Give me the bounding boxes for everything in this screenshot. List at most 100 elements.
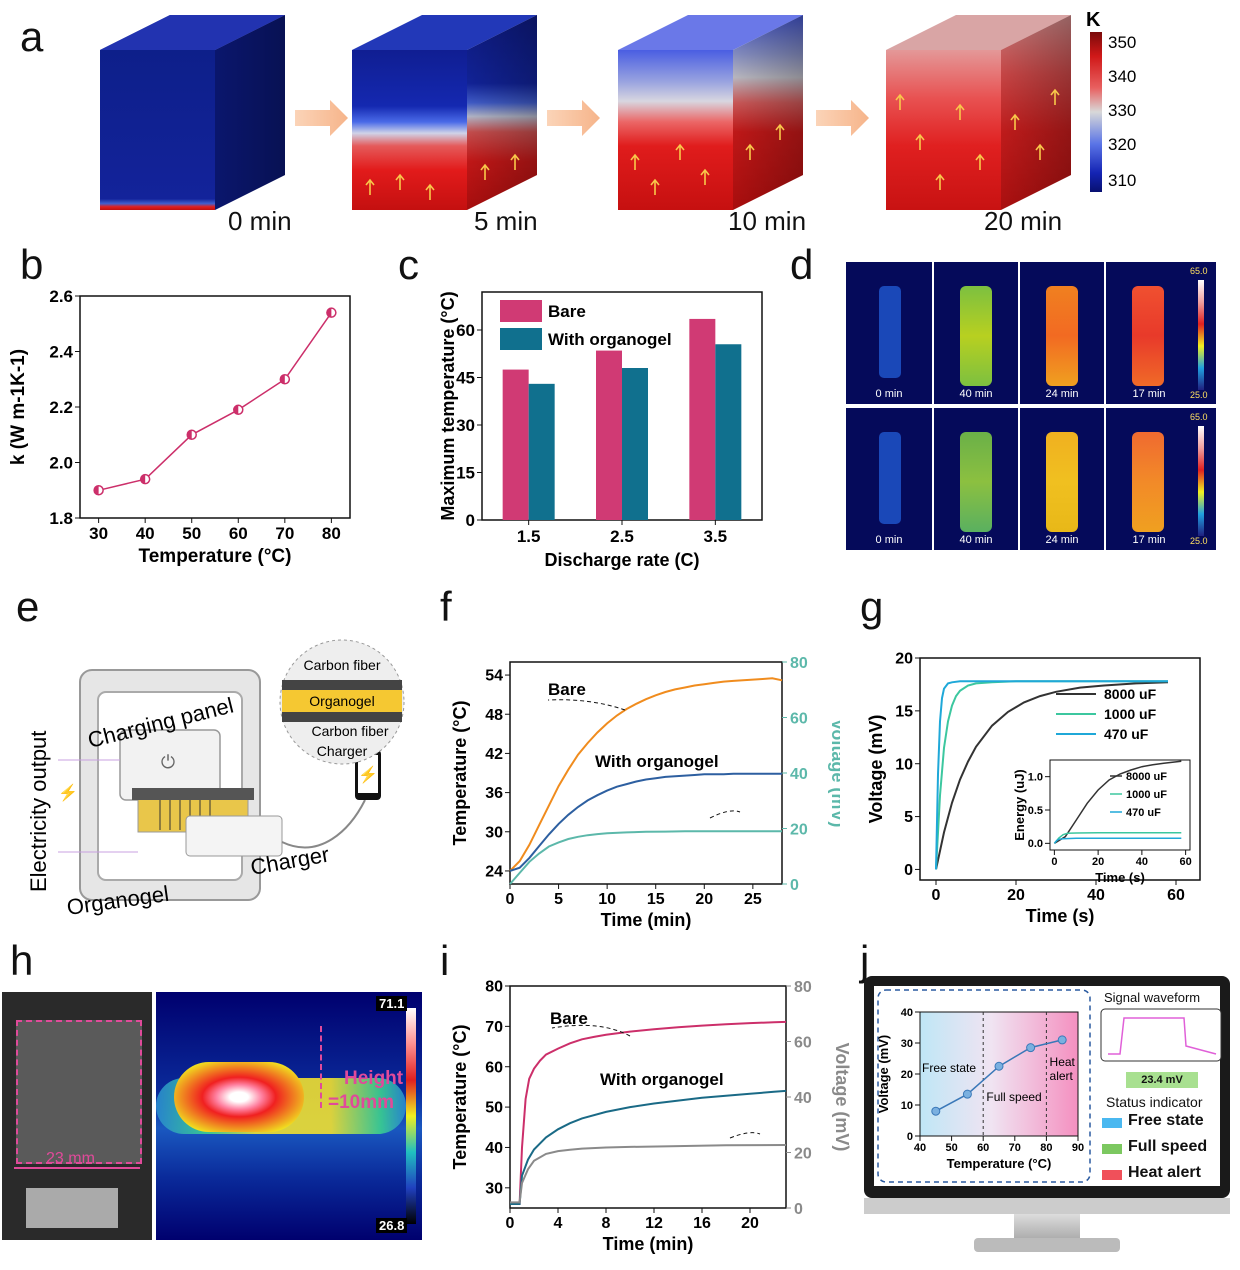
cube-0-min bbox=[100, 15, 285, 210]
bar bbox=[689, 318, 716, 520]
y2-tick-label: 20 bbox=[794, 1146, 812, 1163]
series-line bbox=[935, 681, 1169, 870]
layer-mid-label: Organogel bbox=[309, 693, 374, 709]
y-tick-label: 2.6 bbox=[49, 287, 73, 306]
x-axis-label: Temperature (°C) bbox=[139, 546, 292, 567]
x-tick-label: 50 bbox=[945, 1142, 957, 1154]
panel-b-chart: 30 40 50 60 70 80 1.8 2.0 2.2 2.4 2.6 Temperature (… bbox=[8, 287, 351, 567]
x-axis-label: Time (min) bbox=[603, 1234, 694, 1254]
x-tick-label: 60 bbox=[229, 524, 248, 543]
data-point bbox=[1026, 1043, 1036, 1053]
x-tick-label: 4 bbox=[554, 1215, 563, 1232]
bar bbox=[715, 344, 742, 520]
data-point-fill bbox=[94, 485, 99, 495]
panel-label-d: d bbox=[790, 241, 814, 288]
y2-tick-label: 40 bbox=[790, 766, 808, 783]
y2-tick-label: 40 bbox=[794, 1090, 812, 1107]
series-line bbox=[935, 680, 1168, 870]
panel-a-cubes: K 350 340 330 320 310 bbox=[100, 10, 1136, 210]
y-tick-label: 60 bbox=[485, 1059, 503, 1076]
x-tick-label: 70 bbox=[1009, 1142, 1021, 1154]
panel-c-chart: 0 15 30 45 60 1.5 2.5 3.5 Discharge rate (C) Maxi… bbox=[438, 291, 763, 570]
legend-label: With organogel bbox=[548, 330, 672, 349]
thermal-tile: 65.0 25.0 17 min bbox=[1106, 262, 1216, 404]
panel-j-chart: 40 50 60 70 80 90 0 10 20 30 40 Temperature (°C) Vol… bbox=[876, 989, 1091, 1183]
y-tick-label: 2.0 bbox=[49, 453, 73, 472]
x-tick-label: 40 bbox=[136, 524, 155, 543]
y-axis-label: Maximum temperature (°C) bbox=[438, 291, 458, 520]
thermal-tile: 24 min bbox=[1020, 262, 1104, 404]
height-value: =10mm bbox=[328, 1092, 395, 1113]
inset-legend-label: 1000 uF bbox=[1126, 789, 1167, 801]
cube-5-min bbox=[352, 15, 537, 210]
panel-label-j: j bbox=[860, 937, 870, 984]
annotation-organogel: With organogel bbox=[600, 1070, 724, 1089]
x-tick-label: 16 bbox=[693, 1215, 711, 1232]
y-tick-label: 70 bbox=[485, 1019, 503, 1036]
data-point-fill bbox=[140, 474, 146, 484]
panel-label-g: g bbox=[860, 583, 884, 630]
panel-label-f: f bbox=[440, 583, 452, 630]
y-tick-label: 10 bbox=[895, 756, 913, 773]
inset-series-line bbox=[1053, 837, 1182, 844]
y-tick-label: 42 bbox=[485, 746, 503, 763]
series-line bbox=[509, 830, 782, 885]
y-tick-label: 1.8 bbox=[49, 509, 73, 528]
y-tick-label: 1.0 bbox=[1028, 772, 1043, 784]
x-axis-label: Time (s) bbox=[1026, 906, 1095, 926]
scale-min: 26.8 bbox=[376, 1218, 408, 1233]
series-line bbox=[509, 677, 783, 872]
status-heat: Heat alert bbox=[1128, 1164, 1201, 1181]
time-label: 20 min bbox=[984, 206, 1063, 236]
x-tick-label: 0 bbox=[506, 1215, 515, 1232]
y-axis-label: k (W m-1K-1) bbox=[8, 349, 29, 465]
y-axis-label: Voltage (mV) bbox=[876, 1035, 891, 1114]
x-tick-label: 5 bbox=[554, 891, 563, 908]
time-label: 10 min bbox=[728, 206, 807, 236]
status-title: Status indicator bbox=[1106, 1094, 1203, 1110]
annotation-organogel: With organogel bbox=[595, 752, 719, 771]
thermal-tile: 0 min bbox=[846, 262, 932, 404]
x-tick-label: 50 bbox=[182, 524, 201, 543]
svg-text:⚡: ⚡ bbox=[358, 765, 378, 784]
signal-waveform bbox=[1100, 1008, 1222, 1062]
y-tick-label: 10 bbox=[901, 1100, 913, 1112]
x-tick-label: 10 bbox=[598, 891, 616, 908]
time-label: 0 min bbox=[228, 206, 292, 236]
legend-label: 1000 uF bbox=[1104, 706, 1157, 722]
y2-tick-label: 80 bbox=[794, 979, 812, 996]
bar bbox=[502, 369, 529, 520]
y2-axis-label: Voltage (mV) bbox=[832, 1043, 850, 1152]
colorbar bbox=[1090, 32, 1102, 192]
y-tick-label: 0.0 bbox=[1028, 838, 1043, 850]
chip-width-label: 23 mm bbox=[46, 1150, 95, 1167]
signal-title: Signal waveform bbox=[1104, 990, 1201, 1005]
x-tick-label: 70 bbox=[275, 524, 294, 543]
panel-label-c: c bbox=[398, 241, 419, 288]
flow-arrows bbox=[365, 88, 1060, 200]
y-tick-label: 2.2 bbox=[49, 398, 73, 417]
x-tick-label: 80 bbox=[1040, 1142, 1052, 1154]
series-line bbox=[98, 312, 333, 492]
legend-swatch bbox=[500, 300, 542, 322]
x-tick-label: 20 bbox=[1007, 887, 1025, 904]
y-tick-label: 30 bbox=[901, 1038, 913, 1050]
colorbar-tick: 330 bbox=[1108, 101, 1136, 120]
bar bbox=[622, 368, 648, 520]
panel-i-chart: 0 4 8 12 16 20 30 40 50 60 70 80 Time (min) Temperatu… bbox=[450, 979, 850, 1254]
x-tick-label: 80 bbox=[322, 524, 341, 543]
y-tick-label: 48 bbox=[485, 707, 503, 724]
x-tick-label: 90 bbox=[1072, 1142, 1084, 1154]
data-point bbox=[931, 1106, 941, 1116]
x-axis-label: Time (s) bbox=[1095, 870, 1145, 885]
y-tick-label: 5 bbox=[904, 809, 913, 826]
layer-bottom-label: Carbon fiber bbox=[311, 723, 388, 739]
panel-e-schematic: ⏻ ⚡ Carbon fiber Organogel Carbon fiber … bbox=[26, 639, 405, 920]
y-tick-label: 60 bbox=[456, 321, 475, 340]
x-tick-label: 8 bbox=[602, 1215, 611, 1232]
annotation-bare: Bare bbox=[548, 680, 586, 699]
y-axis-label: Energy (uJ) bbox=[1012, 769, 1027, 841]
region-label: alert bbox=[1050, 1069, 1074, 1083]
height-label: Height bbox=[344, 1068, 404, 1089]
